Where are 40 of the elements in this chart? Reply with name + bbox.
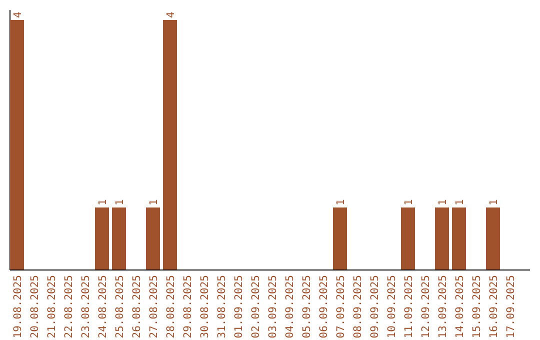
data-label: 1: [97, 199, 109, 206]
data-label: 1: [454, 199, 466, 206]
x-tick-label: 16.09.2025: [488, 275, 500, 338]
x-tick-label: 14.09.2025: [454, 275, 466, 338]
x-tick-label: 22.08.2025: [63, 275, 75, 338]
x-tick-label: 24.08.2025: [97, 275, 109, 338]
x-tick-label: 02.09.2025: [250, 275, 262, 338]
x-tick-label: 01.09.2025: [233, 275, 245, 338]
x-tick-label: 11.09.2025: [403, 275, 415, 338]
x-tick-label: 05.09.2025: [301, 275, 313, 338]
x-tick-label: 29.08.2025: [182, 275, 194, 338]
x-tick-label: 30.08.2025: [199, 275, 211, 338]
x-tick-label: 10.09.2025: [386, 275, 398, 338]
x-tick-label: 12.09.2025: [420, 275, 432, 338]
data-label: 1: [148, 199, 160, 206]
data-label: 4: [165, 12, 177, 18]
x-tick-label: 28.08.2025: [165, 275, 177, 338]
x-tick-label: 17.09.2025: [505, 275, 517, 338]
x-tick-label: 23.08.2025: [80, 275, 92, 338]
data-label: 1: [488, 199, 500, 206]
x-tick-label: 08.09.2025: [352, 275, 364, 338]
x-tick-label: 09.09.2025: [369, 275, 381, 338]
x-tick-label: 06.09.2025: [318, 275, 330, 338]
x-tick-label: 13.09.2025: [437, 275, 449, 338]
x-tick-label: 15.09.2025: [471, 275, 483, 338]
data-label: 1: [114, 199, 126, 206]
x-tick-label: 31.08.2025: [216, 275, 228, 338]
x-tick-label: 27.08.2025: [148, 275, 160, 338]
x-tick-label: 07.09.2025: [335, 275, 347, 338]
data-label: 1: [437, 199, 449, 206]
x-tick-label: 19.08.2025: [12, 275, 24, 338]
x-tick-label: 20.08.2025: [29, 275, 41, 338]
data-label: 1: [403, 199, 415, 206]
x-tick-label: 03.09.2025: [267, 275, 279, 338]
x-tick-label: 26.08.2025: [131, 275, 143, 338]
x-tick-label: 21.08.2025: [46, 275, 58, 338]
x-tick-label: 25.08.2025: [114, 275, 126, 338]
data-label: 4: [12, 12, 24, 18]
data-label: 1: [335, 199, 347, 206]
x-tick-label: 04.09.2025: [284, 275, 296, 338]
